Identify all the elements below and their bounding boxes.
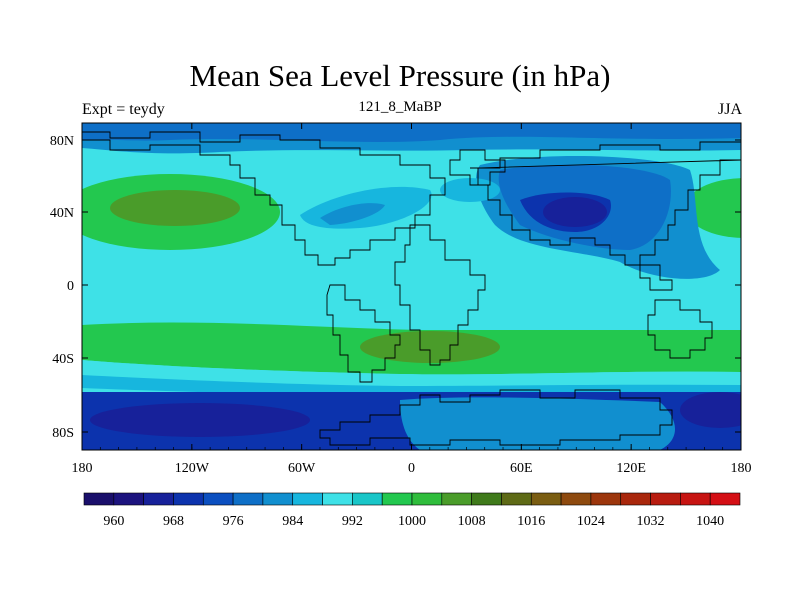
southern-transition bbox=[82, 360, 741, 386]
colorbar-swatch bbox=[590, 492, 622, 506]
colorbar-swatch bbox=[143, 492, 174, 506]
colorbar-swatch bbox=[352, 492, 383, 506]
lon-label: 120E bbox=[616, 461, 646, 476]
na-low-core bbox=[320, 203, 385, 225]
coast-south-america bbox=[326, 284, 401, 383]
colorbar-swatch bbox=[322, 492, 353, 506]
colorbar-swatch bbox=[232, 492, 264, 506]
antarctic-low-east bbox=[680, 392, 741, 428]
lon-label: 180 bbox=[731, 461, 752, 476]
colorbar-swatch bbox=[441, 492, 472, 506]
lat-label: 80S bbox=[52, 426, 74, 441]
colorbar-swatch bbox=[83, 492, 115, 506]
colorbar-swatch bbox=[202, 492, 234, 506]
lon-label: 60W bbox=[288, 461, 316, 476]
arctic-core bbox=[82, 123, 741, 142]
antarctic-low bbox=[90, 403, 310, 437]
lat-label: 80N bbox=[50, 134, 74, 149]
experiment-label: Expt = teydy bbox=[82, 101, 165, 118]
lat-label: 40S bbox=[52, 352, 74, 367]
colorbar-label: 1032 bbox=[637, 514, 665, 529]
coast-eurasia bbox=[470, 141, 741, 266]
colorbar-label: 1024 bbox=[577, 514, 605, 529]
colorbar-label: 976 bbox=[223, 514, 244, 529]
lon-label: 0 bbox=[408, 461, 415, 476]
lat-label: 40N bbox=[50, 206, 74, 221]
coast-australia bbox=[647, 299, 713, 359]
asian-low-core bbox=[543, 197, 607, 227]
colorbar-label: 1000 bbox=[398, 514, 426, 529]
colorbar-swatch bbox=[113, 492, 144, 506]
colorbar-swatch bbox=[560, 492, 592, 506]
latitude-axis: 80N 40N 0 40S 80S bbox=[50, 134, 741, 441]
coast-indonesia bbox=[639, 264, 673, 291]
coast-greenland bbox=[449, 149, 506, 186]
antarctic-interior bbox=[400, 397, 675, 450]
contour-field bbox=[82, 123, 741, 450]
colorbar-swatch bbox=[620, 492, 651, 506]
colorbar: 960 968 976 984 992 1000 1008 1016 1024 1032 1040 bbox=[83, 492, 741, 529]
coast-north-america bbox=[82, 131, 446, 266]
lon-label: 120W bbox=[175, 461, 210, 476]
colorbar-swatch bbox=[709, 492, 741, 506]
colorbar-label: 1040 bbox=[696, 514, 724, 529]
colorbar-swatch bbox=[173, 492, 204, 506]
map-title: Mean Sea Level Pressure (in hPa) bbox=[189, 58, 611, 93]
longitude-axis: 180 120W 60W 0 60E 120E 180 bbox=[72, 123, 752, 476]
colorbar-swatch bbox=[292, 492, 323, 506]
colorbar-swatch bbox=[650, 492, 681, 506]
lon-label: 60E bbox=[510, 461, 533, 476]
colorbar-label: 984 bbox=[282, 514, 303, 529]
north-atlantic-high-core bbox=[110, 190, 240, 226]
colorbar-swatch bbox=[680, 492, 711, 506]
colorbar-label: 960 bbox=[103, 514, 124, 529]
atlantic-low bbox=[440, 178, 500, 202]
colorbar-swatch bbox=[530, 492, 562, 506]
time-label: 121_8_MaBP bbox=[358, 99, 442, 115]
colorbar-swatch bbox=[381, 492, 413, 506]
lon-label: 180 bbox=[72, 461, 93, 476]
colorbar-swatch bbox=[501, 492, 532, 506]
east-high bbox=[685, 178, 741, 238]
colorbar-swatch bbox=[471, 492, 502, 506]
coast-africa bbox=[394, 224, 486, 366]
coast-antarctica bbox=[319, 389, 673, 446]
colorbar-label: 1008 bbox=[458, 514, 486, 529]
colorbar-swatch bbox=[411, 492, 443, 506]
colorbar-swatch bbox=[262, 492, 294, 506]
colorbar-label: 992 bbox=[342, 514, 363, 529]
coastlines bbox=[82, 131, 741, 446]
lat-label: 0 bbox=[67, 279, 74, 294]
southern-transition-2 bbox=[82, 375, 741, 397]
colorbar-label: 968 bbox=[163, 514, 184, 529]
season-label: JJA bbox=[717, 101, 742, 118]
colorbar-label: 1016 bbox=[517, 514, 545, 529]
